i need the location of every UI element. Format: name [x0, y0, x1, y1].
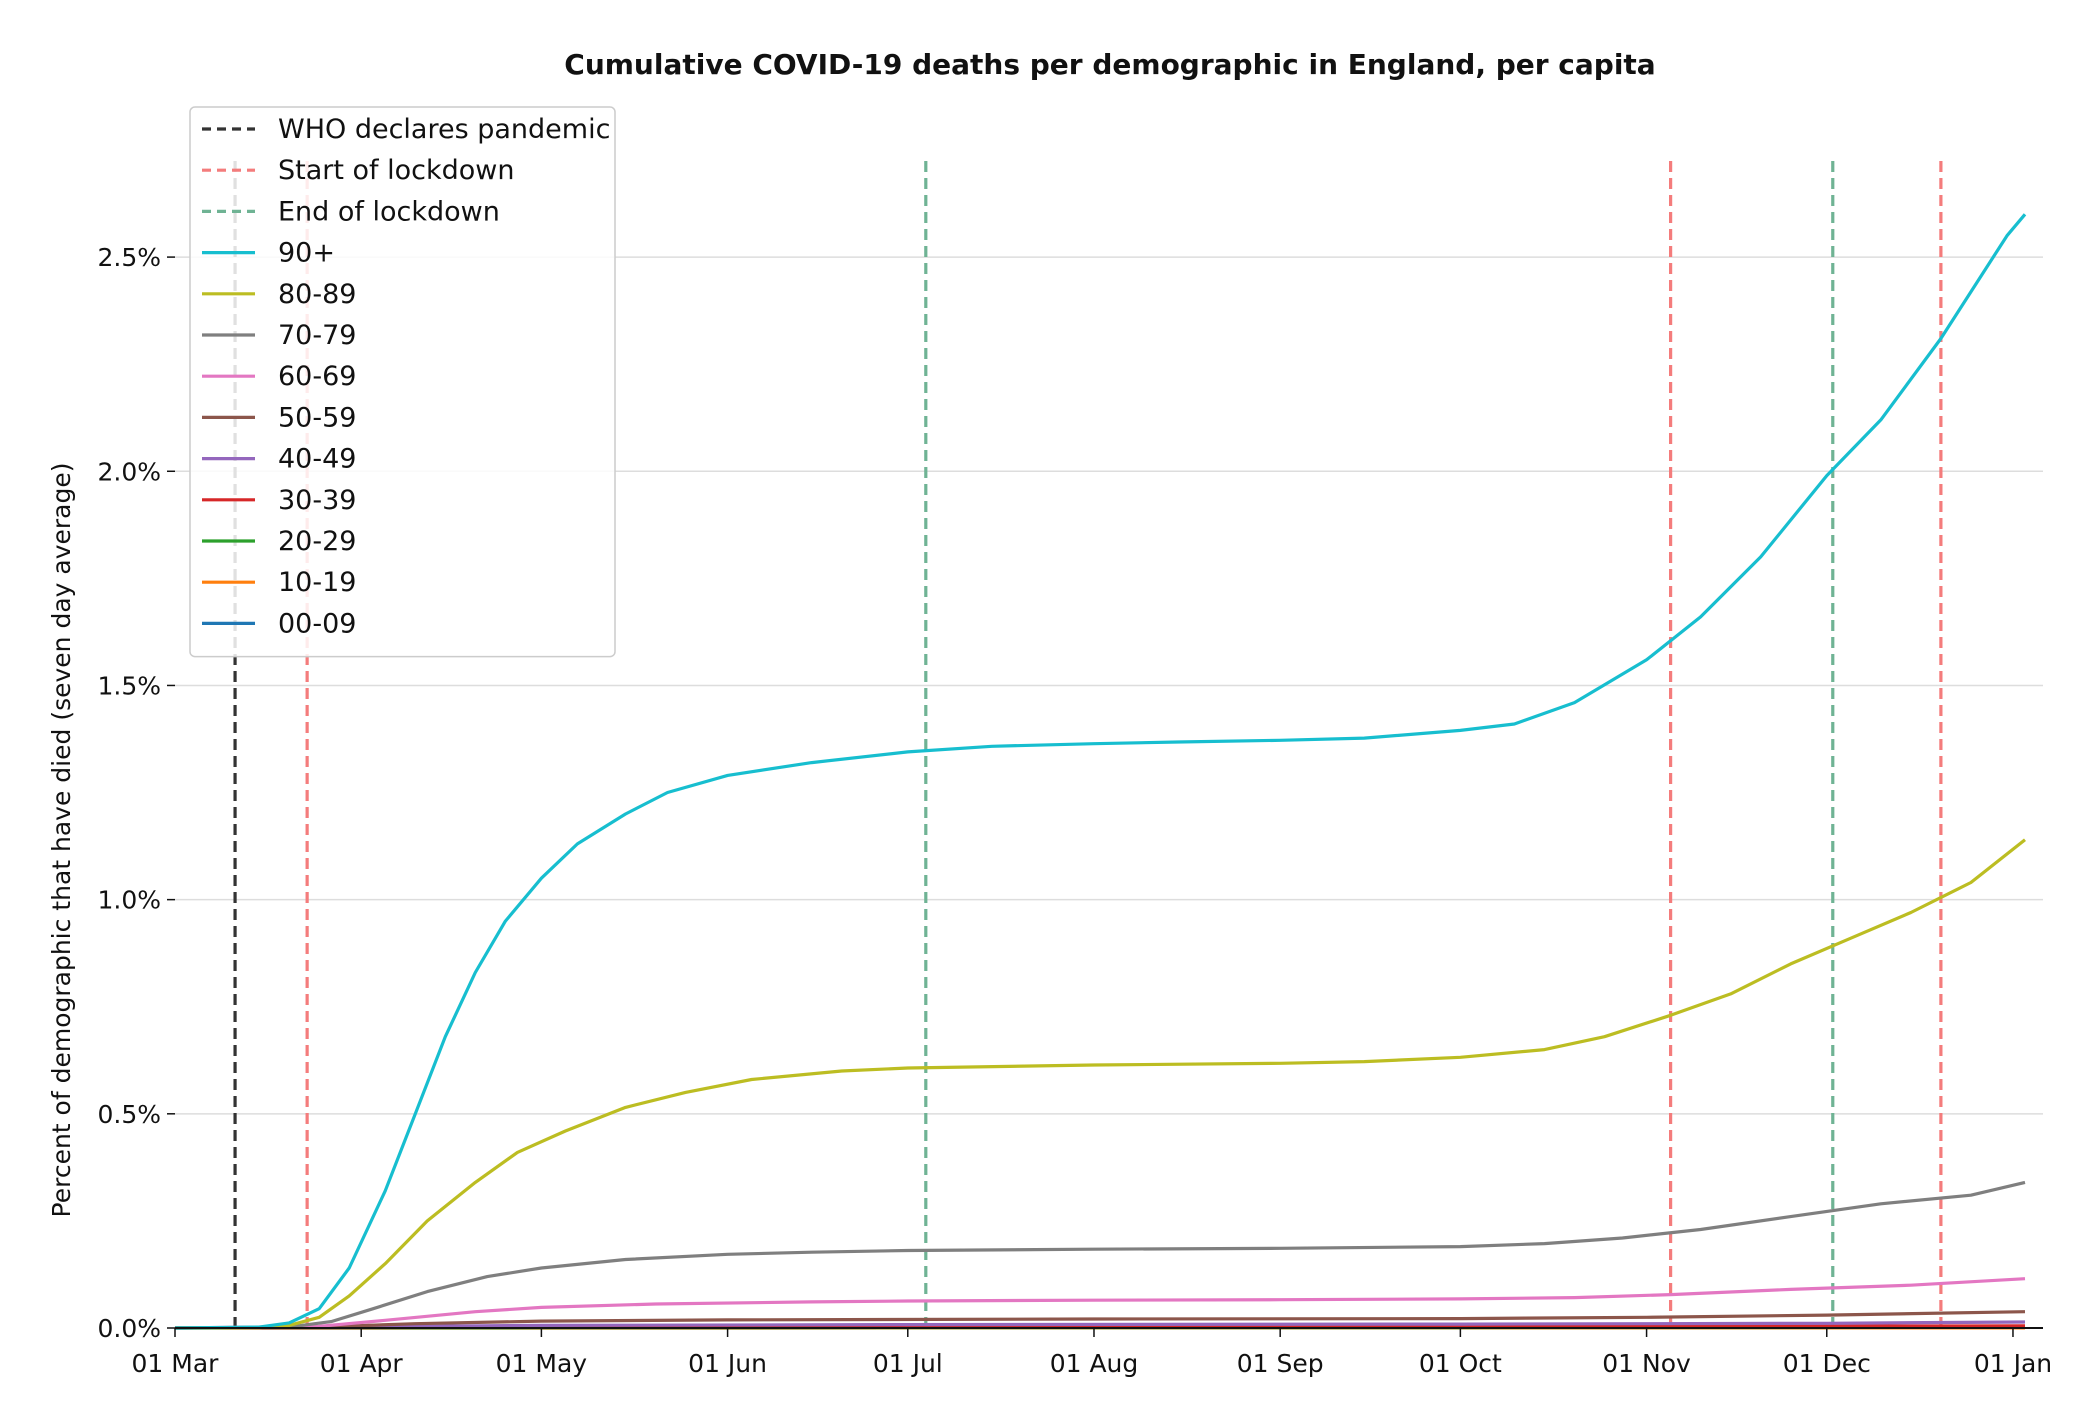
series-line-80-89 [174, 838, 2026, 1330]
x-tick-label-01-jan: 01 Jan [1974, 1349, 2052, 1378]
y-tick-label-2-0: 2.0% [97, 457, 161, 486]
legend-label-00-09: 00-09 [278, 608, 356, 639]
legend-label-30-39: 30-39 [278, 485, 356, 516]
event-markers [233, 158, 1943, 1328]
chart-title: Cumulative COVID-19 deaths per demograph… [564, 48, 1655, 81]
y-tick-label-1-0: 1.0% [97, 886, 161, 915]
y-tick-label-1-5: 1.5% [97, 671, 161, 700]
legend: WHO declares pandemic Start of lockdown En… [189, 106, 616, 658]
y-tick-label-0-0: 0.0% [97, 1314, 161, 1343]
x-tick-label-01-nov: 01 Nov [1602, 1349, 1691, 1378]
series-line-90 [174, 213, 2027, 1330]
legend-label-end-of-lockdown: End of lockdown [278, 196, 500, 227]
x-tick-label-01-aug: 01 Aug [1050, 1349, 1139, 1378]
x-tick-label-01-apr: 01 Apr [320, 1349, 404, 1378]
legend-label-start-of-lockdown: Start of lockdown [278, 155, 515, 186]
x-tick-label-01-mar: 01 Mar [132, 1349, 220, 1378]
axes: 0.0% 0.5% 1.0% 1.5% 2.0% 2.5% 01 Mar 01 Apr 01 M… [97, 243, 2052, 1378]
x-tick-label-01-sep: 01 Sep [1237, 1349, 1324, 1378]
y-tick-label-0-5: 0.5% [97, 1100, 161, 1129]
series-line-60-69 [174, 1277, 2026, 1330]
series-line-70-79 [174, 1180, 2026, 1330]
x-tick-label-01-jul: 01 Jul [873, 1349, 943, 1378]
series-line-50-59 [174, 1310, 2026, 1330]
x-tick-label-01-jun: 01 Jun [688, 1349, 767, 1378]
x-tick-label-01-oct: 01 Oct [1419, 1349, 1502, 1378]
legend-label-who-declares-pandemic: WHO declares pandemic [278, 114, 610, 145]
legend-label-70-79: 70-79 [278, 320, 356, 351]
legend-label-80-89: 80-89 [278, 279, 356, 310]
x-tick-label-01-dec: 01 Dec [1783, 1349, 1871, 1378]
y-tick-label-2-5: 2.5% [97, 243, 161, 272]
legend-label-40-49: 40-49 [278, 444, 356, 475]
legend-label-90: 90+ [278, 238, 335, 269]
legend-label-20-29: 20-29 [278, 526, 356, 557]
legend-box [189, 106, 616, 658]
legend-label-10-19: 10-19 [278, 567, 356, 598]
x-tick-label-01-may: 01 May [496, 1349, 588, 1378]
series-line-40-49 [174, 1320, 2026, 1330]
y-axis-label: Percent of demographic that have died (s… [47, 463, 76, 1218]
legend-label-60-69: 60-69 [278, 361, 356, 392]
legend-label-50-59: 50-59 [278, 402, 356, 433]
